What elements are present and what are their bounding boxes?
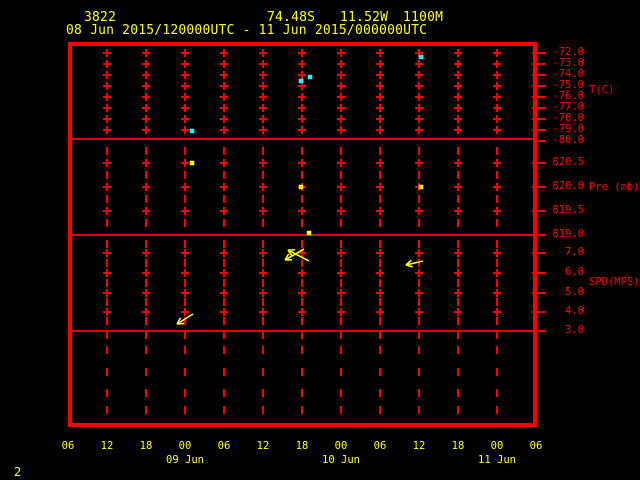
- pressure-point: [418, 184, 424, 190]
- y-axis-label-temperature: -79.0: [552, 123, 584, 135]
- wind-arrow: [405, 260, 424, 266]
- wind-arrow: [287, 249, 310, 262]
- x-axis-tick-label: 06: [529, 440, 543, 452]
- x-axis-tick-label: 12: [100, 440, 114, 452]
- x-axis-date-label: 09 Jun: [166, 454, 204, 466]
- y-axis-label-wind_speed: 7.0: [565, 246, 584, 258]
- y-axis-label-pressure: 820.5: [552, 156, 584, 168]
- y-axis-label-pressure: 820.0: [552, 180, 584, 192]
- wind-arrow: [284, 248, 305, 261]
- x-axis-date-label: 10 Jun: [322, 454, 360, 466]
- y-axis-unit-wind_speed: SPD(MPS): [589, 276, 640, 288]
- pressure-point: [189, 160, 195, 166]
- y-axis-label-temperature: -74.0: [552, 68, 584, 80]
- x-axis-tick-label: 18: [451, 440, 465, 452]
- page-number: 2: [14, 465, 22, 479]
- station-latitude: 74.48S: [267, 10, 316, 25]
- station-longitude: 11.52W: [340, 10, 389, 25]
- x-axis-tick-label: 06: [217, 440, 231, 452]
- temperature-point: [189, 128, 195, 134]
- y-axis-label-temperature: -75.0: [552, 79, 584, 91]
- time-range-title: 08 Jun 2015/120000UTC - 11 Jun 2015/0000…: [66, 23, 428, 38]
- station-elevation: 1100M: [403, 10, 444, 25]
- y-axis-label-wind_speed: 3.0: [565, 324, 584, 336]
- x-axis-tick-label: 06: [373, 440, 387, 452]
- station-id: 3822: [84, 10, 117, 25]
- x-axis-tick-label: 12: [412, 440, 426, 452]
- y-axis-label-pressure: 819.0: [552, 228, 584, 240]
- temperature-point: [298, 78, 304, 84]
- y-axis-unit-temperature: T(C): [589, 84, 615, 96]
- y-axis-label-temperature: -72.0: [552, 46, 584, 58]
- x-axis-tick-label: 00: [178, 440, 192, 452]
- wind-arrow-barb: [405, 264, 413, 268]
- x-axis-tick-label: 06: [61, 440, 75, 452]
- y-axis-unit-pressure: Pre (mb): [589, 181, 640, 193]
- x-axis-tick-label: 12: [256, 440, 270, 452]
- wind-arrow: [176, 313, 194, 325]
- y-axis-label-temperature: -77.0: [552, 101, 584, 113]
- temperature-point: [418, 54, 424, 60]
- y-axis-label-temperature: -80.0: [552, 134, 584, 146]
- y-axis-label-wind_speed: 4.0: [565, 305, 584, 317]
- wind-arrow-barb: [405, 259, 412, 266]
- temperature-point: [307, 74, 313, 80]
- wind-arrow-barb: [287, 249, 293, 257]
- plot-border: [68, 42, 537, 427]
- x-axis-tick-label: 00: [334, 440, 348, 452]
- y-axis-label-temperature: -76.0: [552, 90, 584, 102]
- wind-arrow-barb: [284, 253, 290, 261]
- y-axis-label-temperature: -73.0: [552, 57, 584, 69]
- y-axis-label-wind_speed: 5.0: [565, 286, 584, 298]
- pressure-point: [306, 230, 312, 236]
- y-axis-label-wind_speed: 6.0: [565, 266, 584, 278]
- x-axis-tick-label: 00: [490, 440, 504, 452]
- y-axis-label-pressure: 819.5: [552, 204, 584, 216]
- x-axis-date-label: 11 Jun: [478, 454, 516, 466]
- x-axis-tick-label: 18: [139, 440, 153, 452]
- pressure-point: [298, 184, 304, 190]
- wind-arrow-barb: [176, 317, 182, 325]
- x-axis-tick-label: 18: [295, 440, 309, 452]
- y-axis-label-temperature: -78.0: [552, 112, 584, 124]
